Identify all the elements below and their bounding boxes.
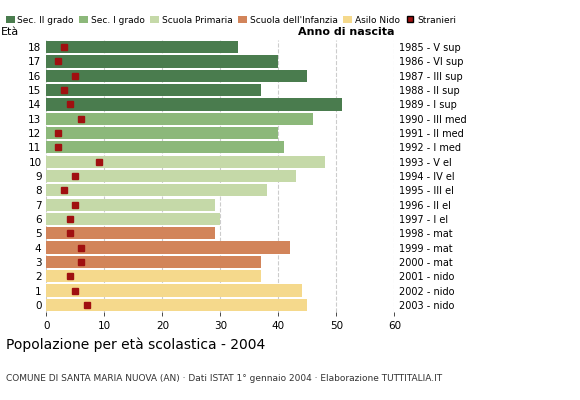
Bar <box>46 213 220 225</box>
Text: COMUNE DI SANTA MARIA NUOVA (AN) · Dati ISTAT 1° gennaio 2004 · Elaborazione TUT: COMUNE DI SANTA MARIA NUOVA (AN) · Dati … <box>6 374 442 383</box>
Bar <box>46 256 261 268</box>
Legend: Sec. II grado, Sec. I grado, Scuola Primaria, Scuola dell'Infanzia, Asilo Nido, : Sec. II grado, Sec. I grado, Scuola Prim… <box>6 16 456 25</box>
Bar <box>46 84 261 96</box>
Bar <box>46 170 296 182</box>
Bar <box>46 41 238 53</box>
Bar <box>46 242 290 254</box>
Text: Età: Età <box>1 27 19 37</box>
Bar <box>46 198 215 211</box>
Bar <box>46 284 302 297</box>
Text: Anno di nascita: Anno di nascita <box>298 27 394 37</box>
Bar <box>46 98 342 110</box>
Bar <box>46 55 278 68</box>
Bar <box>46 113 313 125</box>
Bar <box>46 227 215 239</box>
Bar <box>46 70 307 82</box>
Bar <box>46 127 278 139</box>
Bar <box>46 156 325 168</box>
Bar <box>46 270 261 282</box>
Bar <box>46 141 284 154</box>
Text: Popolazione per età scolastica - 2004: Popolazione per età scolastica - 2004 <box>6 338 265 352</box>
Bar <box>46 299 307 311</box>
Bar <box>46 184 267 196</box>
